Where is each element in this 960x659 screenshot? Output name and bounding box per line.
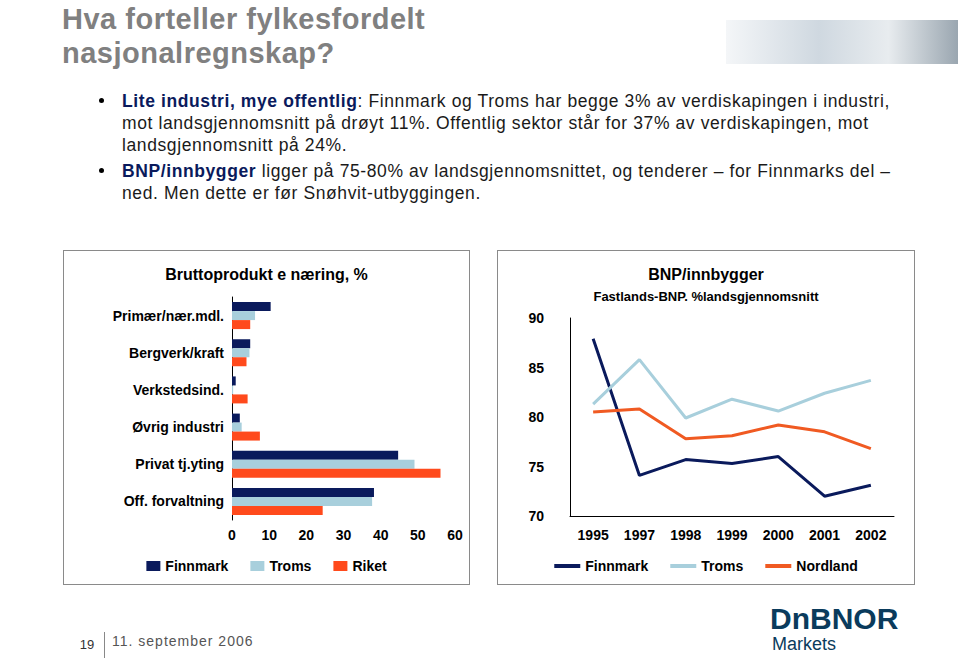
svg-text:50: 50 <box>410 527 426 543</box>
svg-text:Finnmark: Finnmark <box>165 558 228 574</box>
html-text:11. september 2006: 11. september 2006 <box>112 633 254 649</box>
svg-text:75: 75 <box>528 459 544 475</box>
html-text:Hva forteller fylkesfordelt na: Hva forteller fylkesfordelt nasjonalregn… <box>62 3 426 69</box>
svg-text:80: 80 <box>528 409 544 425</box>
svg-text:Off. forvaltning: Off. forvaltning <box>124 493 224 509</box>
html-text:BNP/innbygger ligger på 75-80%: BNP/innbygger ligger på 75-80% av landsg… <box>122 161 891 203</box>
svg-text:Riket: Riket <box>352 558 387 574</box>
svg-text:1999: 1999 <box>716 527 747 543</box>
svg-text:Finnmark: Finnmark <box>585 558 648 574</box>
svg-text:0: 0 <box>228 527 236 543</box>
svg-text:Verkstedsind.: Verkstedsind. <box>133 382 224 398</box>
svg-text:2002: 2002 <box>855 527 886 543</box>
svg-text:Troms: Troms <box>269 558 311 574</box>
html-text:19: 19 <box>79 637 95 652</box>
svg-text:1995: 1995 <box>578 527 609 543</box>
svg-text:2001: 2001 <box>809 527 840 543</box>
svg-text:20: 20 <box>299 527 315 543</box>
html-text:DnBNOR: DnBNOR <box>770 602 899 635</box>
svg-text:Troms: Troms <box>701 558 743 574</box>
svg-text:2000: 2000 <box>763 527 794 543</box>
svg-text:Øvrig industri: Øvrig industri <box>132 419 224 435</box>
svg-text:30: 30 <box>336 527 352 543</box>
html-text:Lite industri, mye offentlig:: Lite industri, mye offentlig: Finnmark o… <box>122 91 890 155</box>
svg-text:Privat tj.yting: Privat tj.yting <box>135 456 224 472</box>
svg-text:90: 90 <box>528 310 544 326</box>
svg-text:Bruttoprodukt e næring, %: Bruttoprodukt e næring, % <box>165 266 368 283</box>
svg-text:Nordland: Nordland <box>796 558 857 574</box>
svg-text:Primær/nær.mdl.: Primær/nær.mdl. <box>113 308 224 324</box>
svg-text:60: 60 <box>447 527 463 543</box>
svg-text:Fastlands-BNP. %landsgjennomsn: Fastlands-BNP. %landsgjennomsnitt <box>593 289 819 304</box>
svg-text:Bergverk/kraft: Bergverk/kraft <box>129 345 224 361</box>
svg-text:70: 70 <box>528 508 544 524</box>
html-text:Markets: Markets <box>772 634 836 654</box>
svg-text:85: 85 <box>528 360 544 376</box>
svg-text:1997: 1997 <box>624 527 655 543</box>
svg-text:BNP/innbygger: BNP/innbygger <box>648 266 764 283</box>
svg-text:40: 40 <box>373 527 389 543</box>
svg-text:1998: 1998 <box>670 527 701 543</box>
svg-text:10: 10 <box>261 527 277 543</box>
